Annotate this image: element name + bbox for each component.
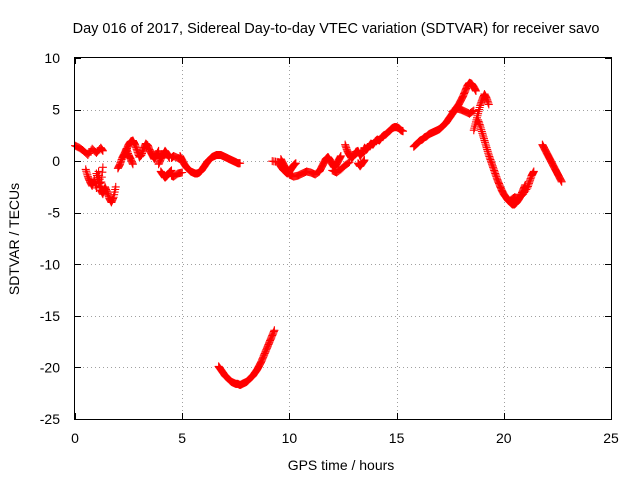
x-tick-label: 25 [603,430,619,446]
plot-frame [74,57,612,420]
y-tick-label: 10 [44,50,60,66]
data-point [484,100,493,109]
y-tick-label: -10 [40,256,60,272]
data-point [98,163,107,172]
y-tick-label: 5 [52,102,60,118]
x-tick-label: 15 [389,430,405,446]
y-tick-label: -20 [40,359,60,375]
data-point [360,156,369,165]
grid-layer [75,58,611,419]
x-tick-labels: 0 5 10 15 20 25 [71,430,619,446]
data-point [111,182,120,191]
data-point [471,87,480,96]
y-tick-labels: -25 -20 -15 -10 -5 0 5 10 [40,50,60,427]
data-point [344,158,353,167]
data-point [557,177,566,186]
data-point [469,106,478,115]
axis-ticks [75,58,612,420]
chart-title: Day 016 of 2017, Sidereal Day-to-day VTE… [73,21,600,37]
data-point [98,146,107,155]
data-point [178,168,187,177]
x-tick-label: 5 [178,430,186,446]
data-point [399,127,408,136]
data-points [71,78,566,389]
x-tick-label: 10 [282,430,298,446]
y-tick-label: -5 [48,205,61,221]
y-axis-label: SDTVAR / TECUs [6,183,22,295]
data-point [270,326,279,335]
data-point [336,151,345,160]
x-axis-label: GPS time / hours [288,457,395,473]
data-point [128,160,137,169]
x-tick-label: 20 [496,430,512,446]
data-point [236,159,245,168]
y-tick-label: -25 [40,411,60,427]
data-point [291,159,300,168]
x-tick-label: 0 [71,430,79,446]
y-tick-label: -15 [40,308,60,324]
y-tick-label: 0 [52,153,60,169]
data-point [529,167,538,176]
